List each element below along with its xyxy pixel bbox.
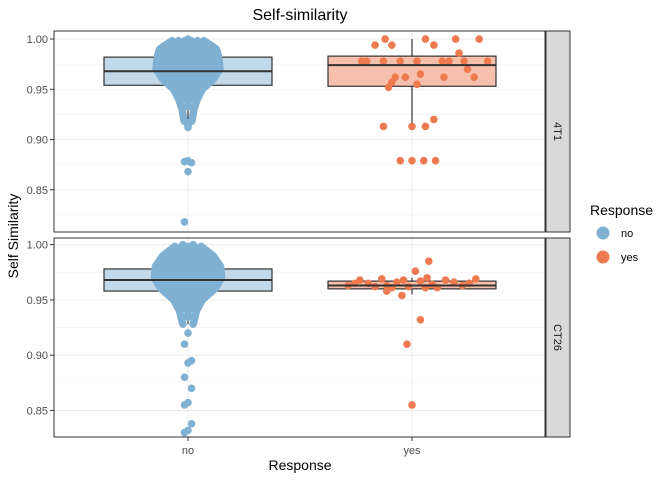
panel-ct26-y-tick-label: 0.85 [27, 405, 48, 417]
point-yes [475, 35, 484, 43]
panels: 0.85 0.90 0.95 1.00 4T1 0.85 0.90 0.95 1.00 CT26 n… [27, 30, 571, 457]
y-axis-title: Self Similarity [5, 194, 21, 279]
x-tick-label-yes: yes [403, 445, 421, 457]
point-yes [470, 73, 478, 82]
facet-label-4t1: 4T1 [551, 122, 563, 141]
point-no-outlier [184, 329, 192, 337]
point-yes [408, 156, 416, 165]
point-yes [388, 41, 396, 49]
point-no-outlier [184, 167, 192, 176]
legend-label-no: no [621, 228, 633, 240]
point-no-outlier [180, 340, 189, 348]
legend: Response no yes [590, 202, 653, 264]
point-yes [396, 156, 405, 165]
panel-4t1-border [53, 30, 546, 233]
point-yes [421, 122, 430, 131]
point-yes [416, 316, 425, 324]
facet-label-ct26: CT26 [551, 324, 563, 351]
point-yes [408, 122, 416, 131]
facet-strip-ct26 [545, 237, 571, 438]
legend-key-yes [596, 250, 610, 264]
point-yes [455, 49, 463, 57]
point-yes [404, 282, 413, 291]
point-no-outlier [187, 419, 196, 428]
point-yes [401, 73, 410, 82]
point-yes [425, 257, 433, 266]
point-yes [413, 80, 421, 89]
point-yes [384, 83, 393, 92]
point-no [168, 36, 176, 45]
point-yes [430, 41, 438, 49]
box-yes [327, 55, 497, 87]
point-no-outlier [180, 157, 189, 166]
point-yes [463, 65, 472, 73]
point-no-outlier [180, 218, 189, 226]
point-yes [371, 282, 379, 291]
point-yes [398, 291, 406, 300]
point-yes [450, 278, 458, 287]
point-yes [472, 275, 480, 283]
point-no-outlier [180, 428, 189, 437]
legend-title: Response [590, 202, 653, 218]
point-yes [445, 57, 453, 65]
panel-4t1-y-tick-label: 0.90 [27, 135, 48, 147]
point-yes [356, 276, 364, 284]
point-yes [411, 267, 420, 275]
point-yes [460, 57, 468, 65]
point-yes [483, 57, 492, 65]
point-yes [438, 57, 447, 65]
point-yes [440, 73, 448, 82]
point-no [200, 36, 208, 45]
point-yes [408, 401, 416, 409]
point-no [179, 240, 187, 249]
point-yes [379, 122, 388, 131]
point-no [170, 242, 179, 251]
panel-ct26-background [54, 238, 545, 437]
point-yes [403, 340, 411, 348]
panel-ct26-border [53, 237, 546, 438]
point-yes [381, 35, 389, 43]
panel-4t1-y-tick-label: 1.00 [27, 34, 48, 46]
point-yes [423, 274, 431, 282]
point-yes [377, 275, 386, 283]
point-no [184, 35, 192, 43]
point-no-outlier [180, 373, 189, 382]
panel-ct26-y-tick-label: 1.00 [27, 240, 48, 252]
point-yes [416, 70, 425, 79]
point-yes [399, 276, 408, 284]
x-tick-label-no: no [182, 445, 194, 457]
point-no [197, 242, 206, 251]
point-yes [362, 57, 371, 65]
panel-ct26-y-tick-label: 0.90 [27, 350, 48, 362]
point-yes [431, 156, 440, 165]
point-yes [441, 276, 450, 284]
point-no [174, 36, 183, 45]
panel-4t1-y-tick-label: 0.85 [27, 185, 48, 197]
point-no-outlier [180, 401, 189, 409]
point-yes [430, 115, 438, 124]
point-yes [393, 278, 401, 287]
point-no-outlier [184, 359, 192, 367]
point-yes [421, 35, 430, 43]
point-yes [413, 57, 421, 65]
point-yes [419, 156, 428, 165]
panel-ct26-y-tick-label: 0.95 [27, 295, 48, 307]
legend-label-yes: yes [621, 252, 639, 264]
point-no [193, 36, 202, 45]
point-no-outlier [187, 384, 196, 393]
facet-strip-4t1 [545, 30, 571, 233]
point-yes [379, 57, 388, 65]
point-yes [371, 41, 379, 49]
chart-title: Self-similarity [252, 7, 347, 24]
x-axis-title: Response [268, 457, 331, 473]
legend-key-no [596, 226, 610, 240]
point-no-outlier [187, 158, 196, 167]
point-yes [416, 277, 425, 285]
panel-4t1-y-tick-label: 0.95 [27, 84, 48, 96]
point-yes [383, 287, 391, 295]
point-yes [451, 35, 460, 43]
point-yes [396, 57, 405, 65]
point-no [189, 240, 197, 249]
